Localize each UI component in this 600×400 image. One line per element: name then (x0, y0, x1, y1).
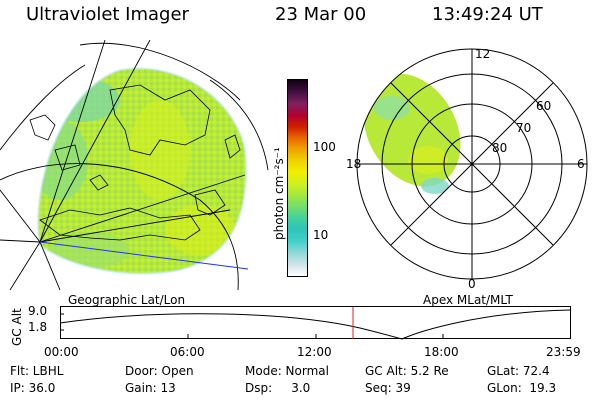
mlt-label-18: 18 (346, 157, 361, 171)
colorbar-tick-10: 10 (313, 228, 329, 242)
magnetic-polar-plot: 12 6 0 18 60 70 80 (346, 48, 588, 291)
status-door: Door: Open (125, 364, 194, 378)
altitude-ytick-1-8: 1.8 (28, 320, 48, 334)
altitude-curve (60, 309, 571, 340)
status-flt: Flt: LBHL (10, 364, 64, 378)
instrument-title: Ultraviolet Imager (26, 4, 189, 25)
altitude-xtick-2359: 23:59 (546, 345, 581, 359)
terminator-line (39, 241, 249, 270)
lat-lon-grid (0, 40, 269, 290)
status-glat: GLat: 72.4 (487, 364, 550, 378)
polar-grid (356, 48, 588, 280)
auroral-image-polar (363, 73, 461, 187)
coastlines (29, 84, 241, 241)
mlat-label-80: 80 (492, 141, 507, 155)
auroral-image (38, 68, 246, 274)
status-mode: Mode: Normal (245, 364, 329, 378)
geographic-caption: Geographic Lat/Lon (68, 293, 186, 307)
time-label: 13:49:24 UT (432, 4, 543, 25)
date-label: 23 Mar 00 (275, 4, 367, 25)
altitude-ylabel: GC Alt (10, 308, 24, 346)
altitude-xtick-1800: 18:00 (424, 345, 459, 359)
mlt-label-0: 0 (468, 277, 476, 291)
colorbar-unit-label: photon cm⁻²s⁻¹ (272, 147, 286, 240)
geographic-image-panel (0, 40, 269, 290)
colorbar-gradient (288, 80, 307, 276)
status-gain: Gain: 13 (125, 381, 176, 395)
magnetic-caption: Apex MLat/MLT (423, 293, 513, 307)
status-ip: IP: 36.0 (10, 381, 56, 395)
altitude-ytick-9: 9.0 (28, 304, 48, 318)
mlt-label-6: 6 (577, 157, 585, 171)
mlat-label-60: 60 (536, 99, 551, 113)
status-glon: GLon: 19.3 (487, 381, 557, 395)
colorbar-tick-100: 100 (313, 140, 336, 154)
status-seq: Seq: 39 (365, 381, 411, 395)
altitude-xtick-0000: 00:00 (44, 345, 79, 359)
status-dsp: Dsp: 3.0 (245, 381, 311, 395)
colorbar (287, 79, 308, 277)
mlt-label-12: 12 (475, 48, 490, 61)
altitude-xtick-0600: 06:00 (170, 345, 205, 359)
altitude-xtick-1200: 12:00 (297, 345, 332, 359)
status-gc-alt: GC Alt: 5.2 Re (365, 364, 449, 378)
mlat-label-70: 70 (516, 121, 531, 135)
altitude-plot (60, 306, 571, 340)
